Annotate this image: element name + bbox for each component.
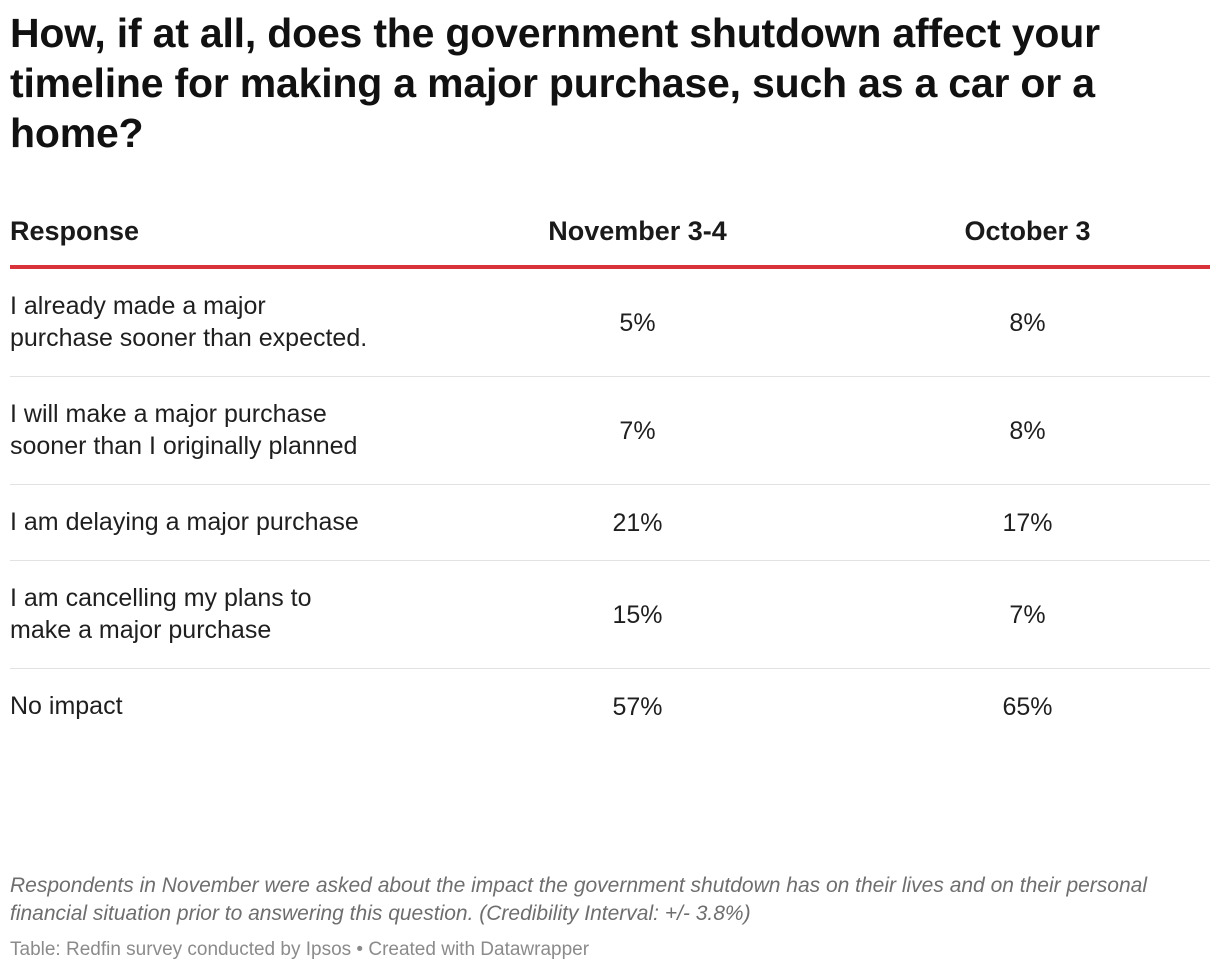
november-value-cell: 15% bbox=[430, 560, 845, 669]
data-table: Response November 3-4 October 3 I alread… bbox=[10, 215, 1210, 744]
november-value-cell: 57% bbox=[612, 692, 663, 721]
response-cell: I already made a major purchase sooner t… bbox=[10, 267, 430, 377]
response-cell: I am cancelling my plans to make a major… bbox=[10, 560, 430, 669]
chart-container: How, if at all, does the government shut… bbox=[10, 8, 1210, 744]
november-value-cell: 5% bbox=[430, 267, 845, 377]
october-value-cell: 8% bbox=[845, 376, 1210, 485]
november-value-cell: 7% bbox=[430, 376, 845, 485]
table-row: No impact 57% 65% bbox=[10, 669, 1210, 745]
october-value-cell: 7% bbox=[845, 560, 1210, 669]
chart-title: How, if at all, does the government shut… bbox=[10, 10, 1100, 156]
table-row: I am delaying a major purchase 21% 17% bbox=[10, 484, 1210, 561]
header-row: Response November 3-4 October 3 bbox=[10, 215, 1210, 269]
column-header-response: Response bbox=[10, 215, 430, 269]
chart-source: Table: Redfin survey conducted by Ipsos … bbox=[10, 939, 590, 960]
october-value-cell: 17% bbox=[845, 484, 1210, 561]
column-header-november: November 3-4 bbox=[430, 215, 845, 269]
column-header-october: October 3 bbox=[845, 215, 1210, 269]
response-cell: I am delaying a major purchase bbox=[10, 484, 430, 561]
october-value-cell: 65% bbox=[1002, 692, 1053, 721]
table-row: I already made a major purchase sooner t… bbox=[10, 267, 1210, 377]
november-value-cell: 21% bbox=[430, 484, 845, 561]
october-value-cell: 8% bbox=[845, 267, 1210, 377]
response-cell: I will make a major purchase sooner than… bbox=[10, 376, 430, 485]
table-row: I will make a major purchase sooner than… bbox=[10, 376, 1210, 485]
response-cell: No impact bbox=[10, 692, 123, 720]
table-row: I am cancelling my plans to make a major… bbox=[10, 560, 1210, 669]
chart-notes: Respondents in November were asked about… bbox=[10, 874, 1148, 925]
